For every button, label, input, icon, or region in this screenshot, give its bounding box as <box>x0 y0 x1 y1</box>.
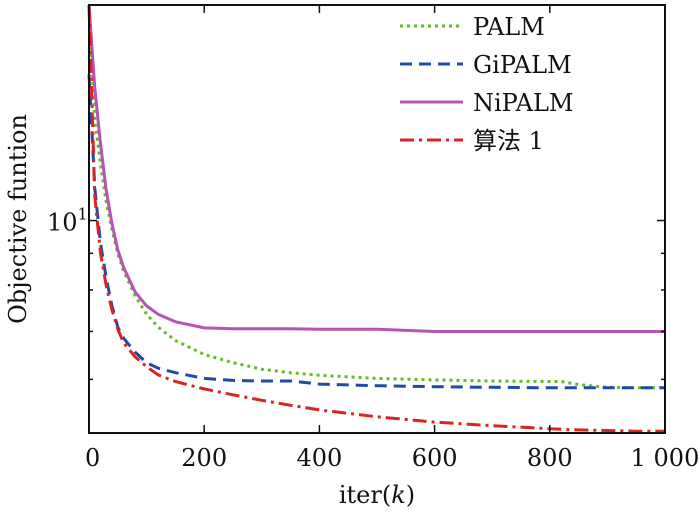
legend-label: GiPALM <box>473 51 572 79</box>
y-axis-label: Objective funtion <box>4 114 32 324</box>
x-tick-label: 200 <box>181 444 227 472</box>
y-tick-label: 101 <box>47 205 88 237</box>
plot-frame <box>88 4 666 434</box>
legend-label: 算法 1 <box>473 127 544 155</box>
x-tick-label: 600 <box>412 444 458 472</box>
x-tick-label: 400 <box>296 444 342 472</box>
series-line-3 <box>87 4 665 333</box>
series-layer <box>87 4 665 433</box>
legend-label: NiPALM <box>473 89 573 117</box>
legend-label: PALM <box>473 13 545 41</box>
legend: PALM GiPALM NiPALM 算法 1 <box>400 13 573 155</box>
series-line-4 <box>87 4 665 433</box>
x-tick-label: 0 <box>85 444 100 472</box>
x-axis-label: iter(k) <box>339 481 415 509</box>
ticks-layer: 0 200 400 600 800 1 000 101 <box>47 4 700 472</box>
x-tick-label: 1 000 <box>631 444 700 472</box>
x-tick-label: 800 <box>527 444 573 472</box>
